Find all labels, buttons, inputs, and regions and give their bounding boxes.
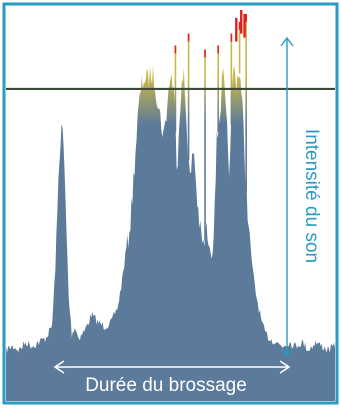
x-arrow-head-right [279, 360, 291, 374]
chart-frame [2, 2, 339, 405]
sound-area-fill [6, 64, 335, 401]
y-arrow-head-bottom [280, 347, 294, 358]
y-arrow-head-top [280, 36, 294, 47]
y-axis-label: Intensité du son [301, 129, 322, 263]
x-arrow-head-left [53, 360, 65, 374]
axis-arrows [53, 36, 294, 374]
x-axis-label: Durée du brossage [85, 375, 247, 396]
